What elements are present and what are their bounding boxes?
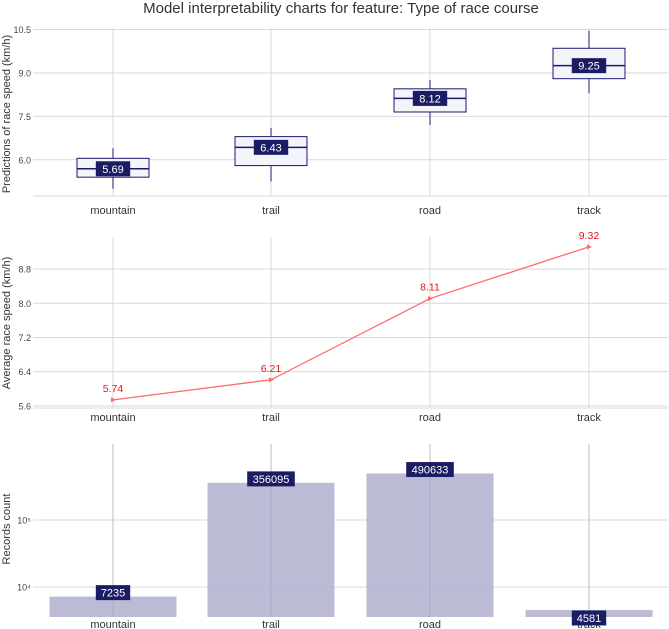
x-tick-label: trail bbox=[262, 412, 280, 424]
bar-value-label: 7235 bbox=[101, 588, 125, 600]
y-tick-label: 8.0 bbox=[18, 299, 31, 309]
box-chart-ylabel: Predictions of race speed (km/h) bbox=[1, 35, 13, 193]
data-point bbox=[587, 244, 592, 250]
y-tick-label: 10⁴ bbox=[17, 583, 31, 593]
y-tick-label: 10⁵ bbox=[17, 515, 31, 525]
median-label: 9.25 bbox=[578, 61, 599, 73]
x-tick-label: trail bbox=[262, 205, 280, 217]
data-label: 9.32 bbox=[579, 230, 600, 242]
data-label: 6.21 bbox=[261, 363, 282, 375]
median-label-bg bbox=[253, 139, 289, 155]
x-tick-label: mountain bbox=[90, 619, 135, 629]
x-tick-label: road bbox=[419, 412, 441, 424]
bar-chart: Records count 10⁴10⁵mountaintrailroadtra… bbox=[1, 444, 668, 629]
data-point bbox=[269, 377, 274, 383]
x-tick-label: mountain bbox=[90, 412, 135, 424]
bar-value-label-bg bbox=[247, 471, 295, 487]
box-chart: Predictions of race speed (km/h) 6.0 7.5 9… bbox=[1, 25, 668, 217]
data-point bbox=[111, 397, 116, 403]
y-tick-label: 5.6 bbox=[18, 401, 31, 411]
data-point bbox=[428, 296, 433, 302]
figure-title: Model interpretability charts for featur… bbox=[143, 0, 539, 17]
median-label: 6.43 bbox=[260, 142, 281, 154]
y-tick-label: 6.4 bbox=[18, 367, 31, 377]
y-tick-label: 10.5 bbox=[13, 25, 31, 35]
bar-value-label: 490633 bbox=[412, 465, 449, 477]
y-tick-label: 6.0 bbox=[18, 155, 31, 165]
data-label: 8.11 bbox=[420, 282, 440, 294]
median-label-bg bbox=[412, 90, 448, 106]
bar-value-label: 356095 bbox=[253, 474, 290, 486]
median-label-bg bbox=[95, 161, 131, 177]
y-tick-label: 8.8 bbox=[18, 265, 31, 275]
median-label: 8.12 bbox=[419, 93, 440, 105]
line-chart: Average race speed (km/h) 5.6 6.4 7.2 8.0 8.… bbox=[1, 230, 668, 424]
x-tick-label: track bbox=[577, 205, 601, 217]
y-tick-label: 7.2 bbox=[18, 333, 31, 343]
bar-value-label-bg bbox=[406, 462, 454, 478]
x-tick-label: trail bbox=[262, 619, 280, 629]
y-tick-label: 9.0 bbox=[18, 68, 31, 78]
bar-value-label-bg bbox=[571, 610, 607, 626]
bar-value-label: 4581 bbox=[577, 613, 601, 625]
data-label: 5.74 bbox=[103, 383, 124, 395]
median-label-bg bbox=[571, 58, 607, 74]
x-tick-label: mountain bbox=[90, 205, 135, 217]
bar-chart-ylabel: Records count bbox=[1, 494, 13, 565]
line-chart-ylabel: Average race speed (km/h) bbox=[1, 257, 13, 389]
series-line bbox=[112, 246, 590, 401]
median-label: 5.69 bbox=[102, 164, 123, 176]
bar-value-label-bg bbox=[95, 585, 131, 601]
x-tick-label: track bbox=[577, 412, 601, 424]
x-tick-label: road bbox=[419, 205, 441, 217]
y-tick-label: 7.5 bbox=[18, 112, 31, 122]
x-tick-label: road bbox=[419, 619, 441, 629]
